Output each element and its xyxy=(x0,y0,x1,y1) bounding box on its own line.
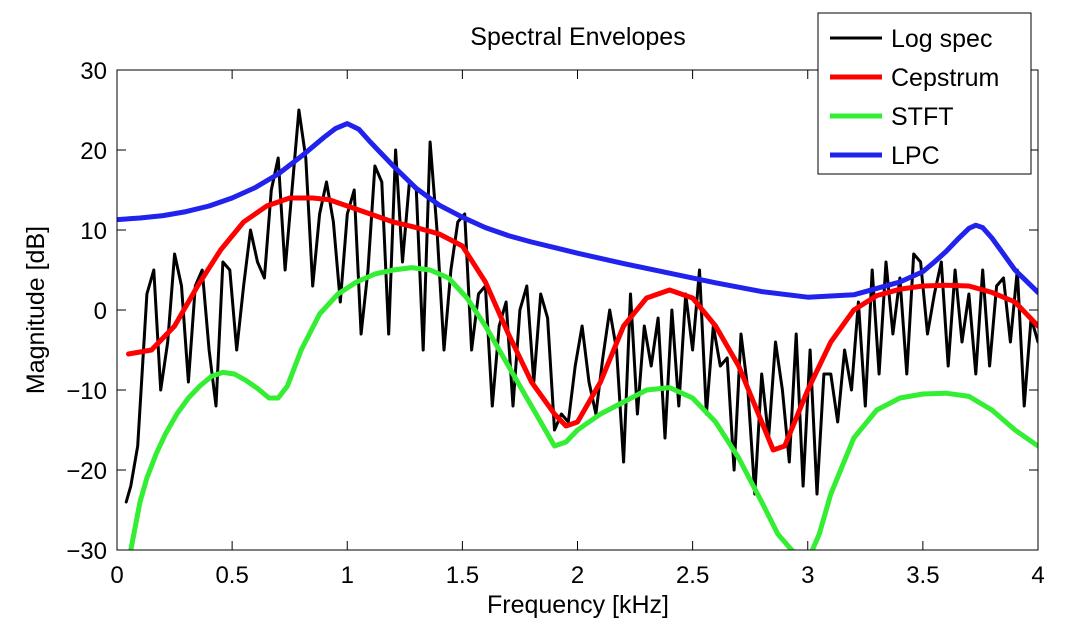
x-tick-label: 2.5 xyxy=(676,562,709,589)
x-tick-label: 1 xyxy=(341,562,354,589)
x-axis: 0 0.5 1 1.5 2 2.5 3 3.5 4 xyxy=(110,70,1045,589)
legend-box xyxy=(817,12,1032,175)
y-tick-label: 0 xyxy=(94,298,107,325)
y-tick-label: 30 xyxy=(80,58,107,85)
series-line-cepstrum xyxy=(126,195,1038,453)
legend: Log spec Cepstrum STFT LPC xyxy=(817,12,1032,175)
y-tick-label: 10 xyxy=(80,218,107,245)
legend-label-stft: STFT xyxy=(891,103,954,131)
series-line-lpc xyxy=(117,121,1038,300)
x-tick-label: 3.5 xyxy=(906,562,939,589)
legend-label-log-spec: Log spec xyxy=(891,25,992,53)
y-tick-label: −30 xyxy=(66,538,107,565)
y-axis: −30 −20 −10 0 10 20 30 xyxy=(66,58,1038,565)
series-line-stft xyxy=(128,265,1038,550)
series-layer xyxy=(117,108,1038,550)
y-tick-label: −20 xyxy=(66,458,107,485)
x-axis-label: Frequency [kHz] xyxy=(487,591,669,619)
x-tick-label: 4 xyxy=(1031,562,1044,589)
legend-label-lpc: LPC xyxy=(891,142,940,170)
y-tick-label: 20 xyxy=(80,138,107,165)
x-tick-label: 0 xyxy=(110,562,123,589)
x-tick-label: 1.5 xyxy=(446,562,479,589)
x-tick-label: 0.5 xyxy=(215,562,248,589)
y-axis-label: Magnitude [dB] xyxy=(22,226,50,394)
series-line-log-spec xyxy=(124,108,1038,504)
x-tick-label: 2 xyxy=(571,562,584,589)
legend-label-cepstrum: Cepstrum xyxy=(891,64,999,92)
x-tick-label: 3 xyxy=(801,562,814,589)
chart-title: Spectral Envelopes xyxy=(470,23,685,51)
y-tick-label: −10 xyxy=(66,378,107,405)
